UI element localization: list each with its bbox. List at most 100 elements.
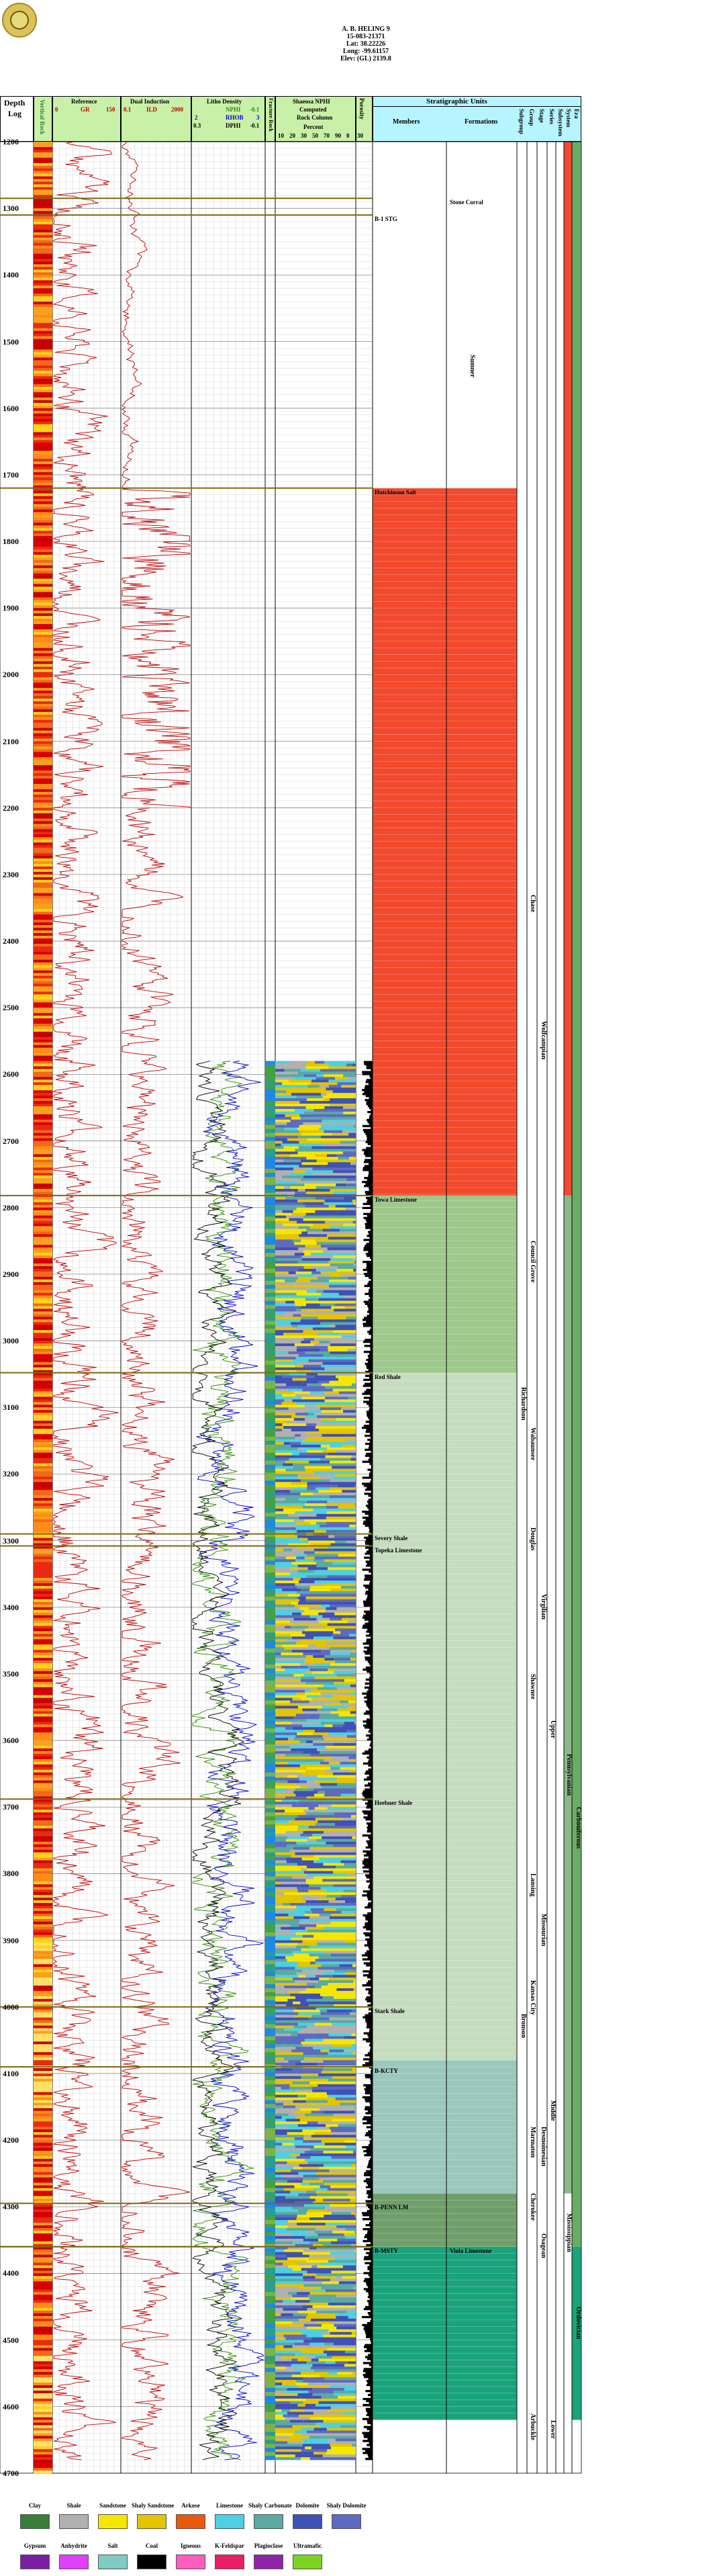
rock-column-cell xyxy=(34,746,52,750)
rock-column-cell xyxy=(34,669,52,672)
porosity-bar xyxy=(369,2401,373,2405)
rock-column-cell xyxy=(34,1181,52,1184)
lithology-fraction xyxy=(275,2310,298,2314)
lithology-fraction xyxy=(296,2089,307,2092)
percent-tick: 70 xyxy=(324,132,330,139)
rock-column-cell xyxy=(34,2329,52,2333)
rock-column-cell xyxy=(34,1596,52,1600)
lithology-fraction xyxy=(275,1265,304,1270)
lithology-fraction xyxy=(275,2225,288,2229)
lithology-fraction xyxy=(352,2068,356,2072)
lithology-fraction xyxy=(303,1687,318,1691)
lithology-fraction xyxy=(283,1441,291,1446)
porosity-bar xyxy=(367,2024,373,2027)
porosity-bar xyxy=(362,1984,373,1987)
lithology-fraction xyxy=(275,1743,306,1746)
rock-column-cell xyxy=(34,389,52,393)
rock-column-cell xyxy=(34,1711,52,1714)
rock-column-cell xyxy=(34,2199,52,2202)
lithology-fraction xyxy=(321,1785,356,1789)
porosity-bar xyxy=(367,1438,373,1441)
rock-column-cell xyxy=(34,554,52,558)
lithology-fraction xyxy=(275,1343,295,1347)
lithology-fraction xyxy=(300,1433,322,1437)
fracture-cell xyxy=(265,1181,275,1186)
lithology-fraction xyxy=(316,1242,356,1245)
rock-column-cell xyxy=(34,416,52,419)
rock-column-cell xyxy=(34,1836,52,1840)
lithology-fraction xyxy=(314,1719,356,1722)
fracture-cell xyxy=(265,1493,275,1497)
lithology-fraction xyxy=(275,1538,301,1541)
lithology-fraction xyxy=(321,1650,330,1653)
rock-column-cell xyxy=(34,1759,52,1763)
lithology-fraction xyxy=(304,2113,334,2117)
lithology-fraction xyxy=(334,1308,356,1312)
lithology-fraction xyxy=(309,2246,317,2250)
lithology-fraction xyxy=(323,2244,352,2248)
porosity-bar xyxy=(365,1095,373,1098)
rock-column-cell xyxy=(34,2462,52,2466)
fracture-cell xyxy=(265,1413,275,1417)
percent-tick: 0 xyxy=(346,132,350,139)
lithology-fraction xyxy=(275,2254,287,2258)
lithology-fraction xyxy=(316,1838,356,1842)
porosity-bar xyxy=(369,1644,373,1647)
porosity-bar xyxy=(369,2030,373,2033)
lithology-fraction xyxy=(309,2436,356,2439)
lithology-fraction xyxy=(275,1239,293,1243)
porosity-bar xyxy=(369,1838,373,1841)
rock-column-cell xyxy=(34,1783,52,1786)
lithology-fraction xyxy=(297,1127,320,1130)
rock-column-cell xyxy=(34,536,52,539)
rock-column-cell xyxy=(34,1388,52,1392)
porosity-bar xyxy=(367,2237,373,2241)
fracture-cell xyxy=(265,1716,275,1721)
porosity-bar xyxy=(369,2430,373,2432)
porosity-bar xyxy=(366,1638,373,1641)
lithology-fraction xyxy=(342,1724,356,1728)
lithology-fraction xyxy=(275,2337,286,2340)
lithology-fraction xyxy=(348,2361,356,2364)
fracture-cell xyxy=(265,1884,275,1889)
porosity-bar xyxy=(371,1450,373,1453)
depth-label: 3500 xyxy=(3,1669,19,1679)
lithology-fraction xyxy=(306,2315,336,2319)
porosity-bar xyxy=(367,1824,373,1827)
rock-column-cell xyxy=(34,1093,52,1096)
porosity-bar xyxy=(363,2436,373,2438)
rock-column-cell xyxy=(34,1548,52,1552)
rock-column-cell xyxy=(34,2220,52,2223)
lithology-fraction xyxy=(275,2081,293,2085)
lithology-fraction xyxy=(306,1868,356,1871)
lithology-fraction xyxy=(275,2092,307,2095)
lithology-fraction xyxy=(336,2315,348,2319)
lithology-fraction xyxy=(275,2350,302,2354)
percent-tick: 90 xyxy=(335,132,341,139)
lithology-fraction xyxy=(344,2036,356,2039)
lithology-fraction xyxy=(275,1807,303,1810)
ild-max: 2000 xyxy=(171,106,183,113)
lithology-fraction xyxy=(349,1524,356,1528)
fracture-cell xyxy=(265,2436,275,2440)
lithology-fraction xyxy=(275,1450,307,1453)
porosity-bar xyxy=(370,1436,373,1439)
fracture-cell xyxy=(265,2380,275,2385)
fracture-cell xyxy=(265,1908,275,1913)
porosity-bar xyxy=(366,1822,373,1825)
lithology-fraction xyxy=(275,1082,282,1085)
fracture-cell xyxy=(265,1800,275,1805)
fracture-cell xyxy=(265,2112,275,2117)
rock-column-cell xyxy=(34,1013,52,1016)
rock-column-cell xyxy=(34,1969,52,1973)
rock-column-cell xyxy=(34,437,52,441)
lithology-fraction xyxy=(322,1972,346,1975)
porosity-bar xyxy=(370,1978,373,1981)
lithology-fraction xyxy=(316,1852,356,1855)
lithology-fraction xyxy=(342,1855,355,1858)
rock-column-cell xyxy=(34,2020,52,2023)
strat-unit-label: Lower xyxy=(549,2419,557,2439)
rock-column-cell xyxy=(34,1740,52,1744)
fracture-cell xyxy=(265,2323,275,2329)
lithology-fraction xyxy=(325,1149,356,1152)
